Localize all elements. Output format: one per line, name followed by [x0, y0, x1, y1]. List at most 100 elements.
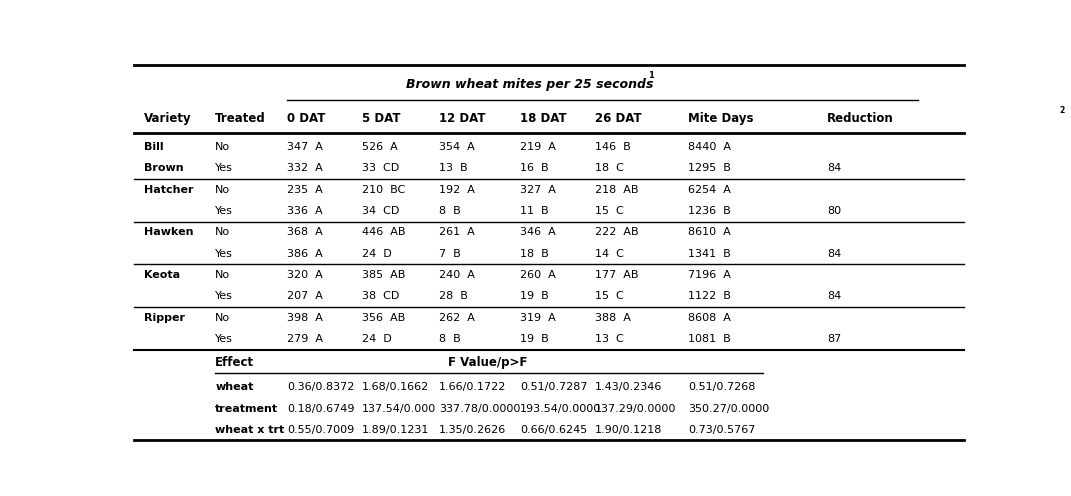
Text: 8  B: 8 B — [439, 334, 462, 344]
Text: 12 DAT: 12 DAT — [439, 112, 486, 125]
Text: 526  A: 526 A — [362, 142, 398, 152]
Text: 354  A: 354 A — [439, 142, 476, 152]
Text: 13  B: 13 B — [439, 163, 468, 173]
Text: 0.36/0.8372: 0.36/0.8372 — [287, 382, 355, 392]
Text: 13  C: 13 C — [594, 334, 623, 344]
Text: 385  AB: 385 AB — [362, 270, 406, 280]
Text: 261  A: 261 A — [439, 227, 476, 237]
Text: 0.51/0.7287: 0.51/0.7287 — [519, 382, 587, 392]
Text: 15  C: 15 C — [594, 292, 623, 302]
Text: 260  A: 260 A — [519, 270, 556, 280]
Text: 6254  A: 6254 A — [689, 185, 731, 194]
Text: 1.35/0.2626: 1.35/0.2626 — [439, 426, 507, 435]
Text: 446  AB: 446 AB — [362, 227, 406, 237]
Text: 1.68/0.1662: 1.68/0.1662 — [362, 382, 429, 392]
Text: Hawken: Hawken — [144, 227, 194, 237]
Text: 19  B: 19 B — [519, 334, 548, 344]
Text: 24  D: 24 D — [362, 248, 392, 259]
Text: 222  AB: 222 AB — [594, 227, 638, 237]
Text: 0.51/0.7268: 0.51/0.7268 — [689, 382, 756, 392]
Text: 33  CD: 33 CD — [362, 163, 399, 173]
Text: Yes: Yes — [215, 248, 233, 259]
Text: 1081  B: 1081 B — [689, 334, 731, 344]
Text: 7  B: 7 B — [439, 248, 462, 259]
Text: 337.78/0.0000: 337.78/0.0000 — [439, 404, 521, 414]
Text: Mite Days: Mite Days — [689, 112, 754, 125]
Text: 319  A: 319 A — [519, 313, 556, 323]
Text: 193.54/0.0000: 193.54/0.0000 — [519, 404, 601, 414]
Text: 1.89/0.1231: 1.89/0.1231 — [362, 426, 429, 435]
Text: Yes: Yes — [215, 206, 233, 216]
Text: Effect: Effect — [215, 357, 254, 370]
Text: 14  C: 14 C — [594, 248, 623, 259]
Text: 192  A: 192 A — [439, 185, 476, 194]
Text: 15  C: 15 C — [594, 206, 623, 216]
Text: 386  A: 386 A — [287, 248, 323, 259]
Text: treatment: treatment — [215, 404, 278, 414]
Text: 146  B: 146 B — [594, 142, 631, 152]
Text: Yes: Yes — [215, 163, 233, 173]
Text: 1122  B: 1122 B — [689, 292, 731, 302]
Text: 1341  B: 1341 B — [689, 248, 731, 259]
Text: 2: 2 — [1059, 106, 1065, 115]
Text: 388  A: 388 A — [594, 313, 631, 323]
Text: 327  A: 327 A — [519, 185, 556, 194]
Text: 38  CD: 38 CD — [362, 292, 399, 302]
Text: Brown wheat mites per 25 seconds: Brown wheat mites per 25 seconds — [407, 78, 654, 91]
Text: No: No — [215, 185, 230, 194]
Text: 356  AB: 356 AB — [362, 313, 406, 323]
Text: Yes: Yes — [215, 334, 233, 344]
Text: 398  A: 398 A — [287, 313, 323, 323]
Text: 332  A: 332 A — [287, 163, 323, 173]
Text: 240  A: 240 A — [439, 270, 476, 280]
Text: Hatcher: Hatcher — [144, 185, 194, 194]
Text: 5 DAT: 5 DAT — [362, 112, 401, 125]
Text: Ripper: Ripper — [144, 313, 185, 323]
Text: 177  AB: 177 AB — [594, 270, 638, 280]
Text: 1236  B: 1236 B — [689, 206, 731, 216]
Text: Yes: Yes — [215, 292, 233, 302]
Text: 8608  A: 8608 A — [689, 313, 731, 323]
Text: 34  CD: 34 CD — [362, 206, 399, 216]
Text: 346  A: 346 A — [519, 227, 556, 237]
Text: 1.66/0.1722: 1.66/0.1722 — [439, 382, 507, 392]
Text: 26 DAT: 26 DAT — [594, 112, 642, 125]
Text: Treated: Treated — [215, 112, 266, 125]
Text: 350.27/0.0000: 350.27/0.0000 — [689, 404, 770, 414]
Text: 16  B: 16 B — [519, 163, 548, 173]
Text: 0.55/0.7009: 0.55/0.7009 — [287, 426, 355, 435]
Text: 210  BC: 210 BC — [362, 185, 406, 194]
Text: No: No — [215, 270, 230, 280]
Text: 336  A: 336 A — [287, 206, 323, 216]
Text: 80: 80 — [827, 206, 841, 216]
Text: 0.66/0.6245: 0.66/0.6245 — [519, 426, 587, 435]
Text: 262  A: 262 A — [439, 313, 476, 323]
Text: 84: 84 — [827, 292, 841, 302]
Text: 7196  A: 7196 A — [689, 270, 731, 280]
Text: 368  A: 368 A — [287, 227, 323, 237]
Text: No: No — [215, 227, 230, 237]
Text: 235  A: 235 A — [287, 185, 323, 194]
Text: Brown: Brown — [144, 163, 183, 173]
Text: Bill: Bill — [144, 142, 164, 152]
Text: No: No — [215, 313, 230, 323]
Text: 207  A: 207 A — [287, 292, 323, 302]
Text: 24  D: 24 D — [362, 334, 392, 344]
Text: 0.73/0.5767: 0.73/0.5767 — [689, 426, 756, 435]
Text: 8610  A: 8610 A — [689, 227, 731, 237]
Text: 84: 84 — [827, 163, 841, 173]
Text: 218  AB: 218 AB — [594, 185, 638, 194]
Text: 18  B: 18 B — [519, 248, 548, 259]
Text: 28  B: 28 B — [439, 292, 468, 302]
Text: Keota: Keota — [144, 270, 180, 280]
Text: No: No — [215, 142, 230, 152]
Text: 1.43/0.2346: 1.43/0.2346 — [594, 382, 662, 392]
Text: 219  A: 219 A — [519, 142, 556, 152]
Text: 1.90/0.1218: 1.90/0.1218 — [594, 426, 662, 435]
Text: 19  B: 19 B — [519, 292, 548, 302]
Text: wheat: wheat — [215, 382, 254, 392]
Text: 0.18/0.6749: 0.18/0.6749 — [287, 404, 355, 414]
Text: 84: 84 — [827, 248, 841, 259]
Text: 320  A: 320 A — [287, 270, 323, 280]
Text: 87: 87 — [827, 334, 841, 344]
